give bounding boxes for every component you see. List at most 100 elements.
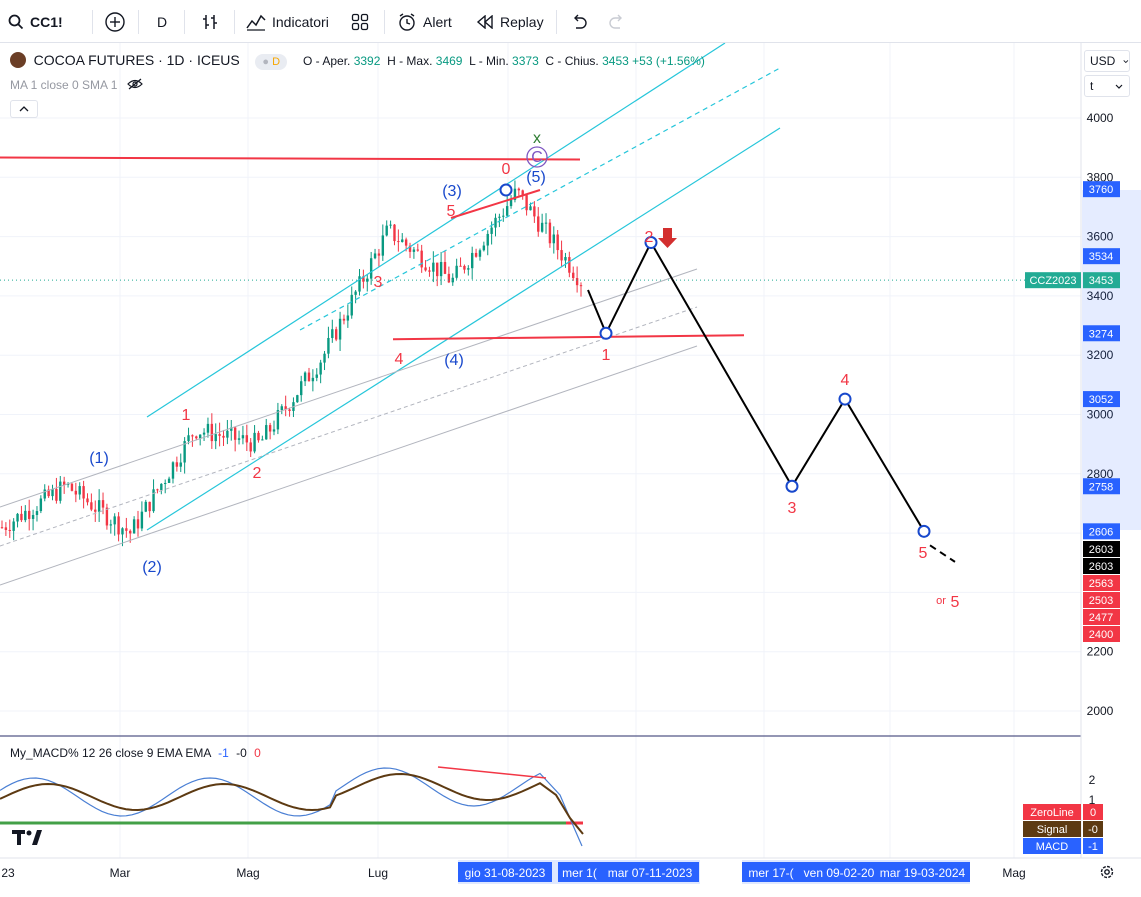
price-tag-label: 3052	[1089, 394, 1113, 406]
candle-body	[436, 262, 439, 277]
alert-label: Alert	[423, 14, 452, 30]
currency-select[interactable]: USD	[1084, 50, 1130, 72]
chart-settings-button[interactable]	[1099, 864, 1115, 885]
candle-body	[311, 377, 315, 382]
price-tag	[1083, 609, 1120, 625]
undo-button[interactable]	[570, 9, 588, 35]
symbol-tag-label: CCZ2023	[1029, 275, 1076, 287]
candle-body	[513, 188, 517, 200]
candle-body	[105, 507, 109, 526]
alarm-clock-icon	[399, 13, 415, 31]
long-channel-median	[0, 306, 698, 547]
macd-param-2: -0	[236, 746, 247, 760]
macd-name-tag	[1023, 821, 1081, 837]
candle-body	[455, 265, 458, 278]
candle-body	[94, 509, 97, 512]
wave-label: 1	[602, 347, 611, 364]
projection-node	[599, 326, 613, 340]
candle-body	[148, 501, 151, 512]
series-title: COCOA FUTURES · 1D · ICEUS	[33, 52, 240, 68]
candle-body	[16, 513, 19, 522]
macd-tick-label: 1	[1089, 793, 1096, 807]
price-tag	[1083, 575, 1120, 591]
tradingview-logo[interactable]	[12, 828, 46, 851]
candle-body	[140, 511, 144, 529]
candle-body	[540, 222, 544, 232]
price-tag	[1083, 523, 1120, 540]
replay-button[interactable]: Replay	[476, 9, 544, 35]
candle-body	[447, 273, 451, 283]
candle-body	[404, 239, 408, 246]
symbol-logo-icon	[10, 52, 26, 68]
candle-body	[401, 239, 404, 242]
candle-body	[82, 486, 85, 499]
redo-button[interactable]	[608, 9, 626, 35]
price-tag	[1083, 478, 1120, 495]
alert-button[interactable]: Alert	[397, 9, 452, 35]
candle-body	[490, 227, 493, 234]
open-label: O - Aper.	[303, 54, 351, 68]
price-tag	[1083, 391, 1120, 408]
projection-extension	[929, 544, 956, 563]
price-tick-label: 2000	[1087, 704, 1114, 718]
symbol-search-button[interactable]: CC1!	[8, 9, 63, 35]
candle-body	[560, 250, 563, 261]
macd-title: My_MACD% 12 26 close 9 EMA EMA	[10, 746, 211, 760]
collapse-legend-button[interactable]	[10, 100, 38, 118]
interval-button[interactable]: D	[157, 9, 167, 35]
low-label: L - Min.	[469, 54, 509, 68]
wave-label: or	[936, 595, 946, 607]
macd-legend: My_MACD% 12 26 close 9 EMA EMA -1 -0 0	[10, 746, 261, 760]
candle-body	[280, 406, 283, 411]
indicators-button[interactable]: Indicatori	[246, 9, 329, 35]
candle-body	[575, 278, 579, 286]
bar-chart-icon	[203, 15, 217, 29]
wave-label: (3)	[442, 183, 462, 200]
candle-body	[233, 427, 237, 440]
ohlc-values: O - Aper. 3392 H - Max. 3469 L - Min. 33…	[303, 54, 705, 68]
candle-body	[101, 500, 105, 508]
candle-body	[249, 442, 252, 452]
layouts-button[interactable]	[351, 9, 369, 35]
chart-type-button[interactable]	[200, 9, 220, 35]
wave-projection	[499, 146, 956, 563]
unit-select[interactable]: t	[1084, 75, 1130, 97]
wave-label: 5	[919, 545, 928, 562]
candle-body	[428, 270, 431, 272]
candle-body	[505, 206, 509, 216]
candle-body	[342, 318, 346, 321]
candle-body	[572, 272, 575, 279]
candle-body	[195, 436, 198, 439]
price-tick-label: 3200	[1087, 348, 1114, 362]
price-axis: 4000 3800 3600 3400 3200 3000 2800 2200 2000 2 1	[1082, 111, 1141, 807]
signal-line	[0, 772, 584, 835]
candle-body	[432, 262, 435, 272]
candle-body	[350, 294, 353, 316]
ma-legend[interactable]: MA 1 close 0 SMA 1	[10, 78, 143, 92]
candle-body	[121, 528, 124, 535]
time-tick-label: Lug	[368, 866, 388, 880]
candle-body	[261, 439, 264, 441]
candle-body	[268, 425, 272, 432]
candle-body	[253, 432, 256, 452]
undo-icon	[574, 14, 587, 29]
candle-body	[245, 435, 249, 443]
candle-body	[218, 434, 221, 436]
rewind-icon	[476, 15, 493, 29]
projection-node	[917, 524, 931, 538]
price-range-highlight	[1082, 190, 1141, 530]
candle-body	[303, 372, 307, 382]
eye-hidden-icon[interactable]	[126, 78, 143, 90]
candle-body	[183, 441, 186, 463]
compare-button[interactable]	[104, 9, 126, 35]
macd-value-tag	[1083, 821, 1103, 837]
candle-body	[125, 528, 128, 531]
macd-line	[0, 767, 583, 847]
candle-body	[474, 252, 478, 257]
macd-value-label: -1	[1088, 841, 1098, 853]
macd-name-label: Signal	[1037, 824, 1068, 836]
candle-body	[373, 253, 377, 259]
price-tick-label: 2200	[1087, 645, 1114, 659]
candle-body	[486, 233, 489, 246]
